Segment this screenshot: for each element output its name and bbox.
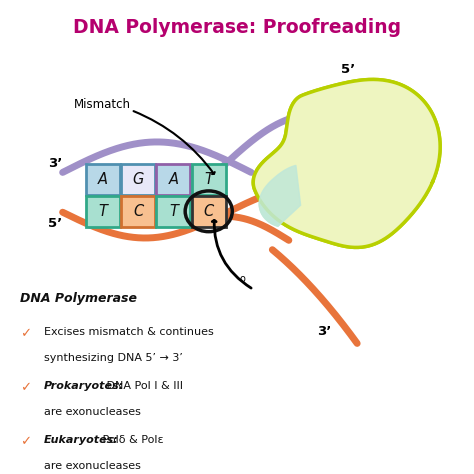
FancyBboxPatch shape [86, 164, 119, 195]
Polygon shape [259, 165, 301, 226]
Text: G: G [132, 172, 144, 187]
Text: Mismatch: Mismatch [74, 98, 131, 111]
Text: T: T [98, 204, 107, 219]
Text: Excises mismatch & continues: Excises mismatch & continues [44, 327, 214, 337]
FancyBboxPatch shape [121, 196, 155, 227]
Text: ✓: ✓ [20, 435, 31, 448]
Text: DNA Polymerase: Proofreading: DNA Polymerase: Proofreading [73, 18, 401, 37]
Text: DNA Pol I & III: DNA Pol I & III [103, 381, 182, 391]
Text: C: C [133, 204, 143, 219]
Text: Polδ & Polε: Polδ & Polε [99, 435, 164, 445]
Text: synthesizing DNA 5’ → 3’: synthesizing DNA 5’ → 3’ [44, 353, 182, 363]
FancyBboxPatch shape [192, 196, 226, 227]
Text: A: A [168, 172, 178, 187]
Text: Eukaryotes:: Eukaryotes: [44, 435, 118, 445]
Text: ✓: ✓ [20, 327, 31, 340]
Text: T: T [169, 204, 178, 219]
Text: 5’: 5’ [341, 63, 355, 76]
Polygon shape [253, 80, 440, 247]
Text: Prokaryotes:: Prokaryotes: [44, 381, 124, 391]
FancyBboxPatch shape [156, 196, 191, 227]
Polygon shape [253, 80, 440, 247]
FancyBboxPatch shape [156, 164, 191, 195]
Text: are exonucleases: are exonucleases [44, 407, 141, 417]
Text: ✓: ✓ [20, 381, 31, 394]
FancyBboxPatch shape [121, 164, 155, 195]
Text: DNA Polymerase: DNA Polymerase [20, 292, 137, 305]
Text: 3’: 3’ [48, 156, 63, 170]
Text: are exonucleases: are exonucleases [44, 461, 141, 471]
Text: T: T [204, 172, 213, 187]
Text: 5’: 5’ [48, 218, 63, 230]
Text: 3’: 3’ [317, 325, 331, 338]
Text: C: C [204, 204, 214, 219]
Polygon shape [259, 165, 301, 226]
FancyBboxPatch shape [192, 164, 226, 195]
Text: A: A [98, 172, 108, 187]
FancyBboxPatch shape [86, 196, 119, 227]
Text: o: o [240, 274, 246, 284]
